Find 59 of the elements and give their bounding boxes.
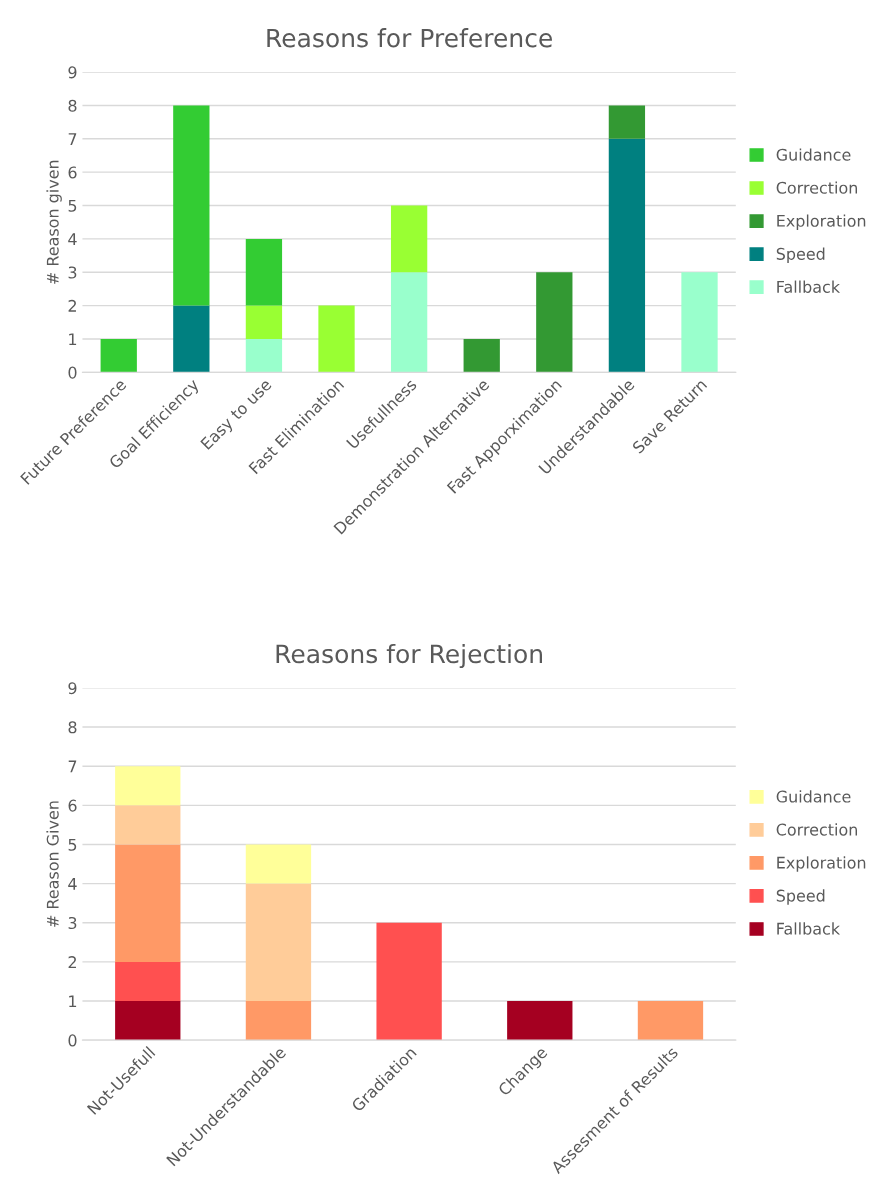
y-tick-label: 7: [68, 133, 77, 145]
bar: [507, 1001, 573, 1041]
y-tick-label: 4: [68, 233, 77, 245]
bar: [608, 105, 646, 139]
chart-title: Reasons for Preference: [267, 28, 552, 48]
y-axis-title: # Reason given: [46, 160, 62, 284]
y-tick-label: 5: [68, 838, 77, 851]
legend-label: Exploration: [777, 214, 866, 230]
bar: [463, 338, 500, 373]
y-tick-label: 9: [68, 682, 77, 695]
bar: [608, 138, 646, 373]
bar: [115, 961, 181, 1002]
bar: [115, 844, 181, 962]
bar: [245, 1001, 312, 1041]
bar: [390, 205, 428, 273]
legend-label: Guidance: [776, 790, 851, 803]
y-tick-label: 1: [69, 333, 77, 346]
bar: [390, 272, 428, 373]
bar: [115, 766, 181, 806]
y-tick-label: 6: [68, 166, 77, 179]
bar: [245, 883, 312, 1002]
bar: [318, 305, 355, 373]
bar: [245, 305, 283, 339]
bar: [245, 238, 283, 306]
y-tick-label: 0: [68, 1034, 77, 1047]
y-tick-label: 7: [68, 760, 77, 773]
bar: [245, 338, 283, 373]
bar: [100, 338, 137, 373]
bar: [245, 844, 312, 884]
bar: [536, 272, 573, 373]
bar: [681, 272, 718, 373]
y-tick-label: 2: [68, 956, 76, 968]
legend-label: Speed: [776, 889, 825, 905]
bar: [115, 805, 181, 845]
legend-label: Speed: [776, 247, 825, 263]
legend-label: Exploration: [777, 856, 866, 872]
bar: [376, 922, 442, 1041]
y-tick-label: 9: [68, 66, 77, 79]
y-axis-title: # Reason Given: [46, 801, 59, 927]
y-tick-label: 3: [68, 916, 77, 930]
y-tick-label: 2: [68, 299, 76, 312]
legend-label: Correction: [776, 823, 857, 836]
y-tick-label: 6: [68, 799, 77, 812]
y-tick-label: 4: [68, 878, 77, 890]
y-tick-label: 5: [68, 199, 77, 212]
y-tick-label: 8: [68, 721, 77, 734]
chart-title: Reasons for Rejection: [276, 643, 542, 669]
bar: [173, 105, 210, 306]
y-tick-label: 3: [68, 266, 77, 279]
bar: [115, 1001, 181, 1041]
legend-label: Correction: [776, 181, 857, 194]
legend-label: Fallback: [777, 922, 841, 935]
y-tick-label: 8: [68, 99, 77, 112]
legend-label: Fallback: [777, 280, 841, 293]
bar: [173, 305, 210, 373]
bar: [637, 1001, 704, 1041]
legend-label: Guidance: [776, 148, 851, 161]
y-tick-label: 0: [68, 366, 77, 379]
y-tick-label: 1: [69, 995, 77, 1008]
